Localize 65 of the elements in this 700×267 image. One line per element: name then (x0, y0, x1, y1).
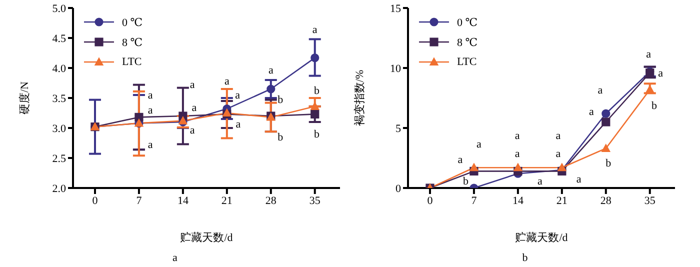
annotation: a (235, 89, 240, 102)
annotation: a (476, 138, 482, 151)
annotation: a (556, 148, 561, 160)
x-tick-label: 21 (221, 194, 232, 207)
annotation: a (268, 64, 274, 77)
annotation: a (556, 130, 561, 142)
y-tick-label: 2.0 (52, 182, 66, 195)
legend-label: 0 ℃ (457, 16, 478, 28)
annotation: b (652, 100, 658, 112)
annotation: a (514, 130, 520, 142)
x-tick-label: 14 (512, 194, 524, 207)
annotation: a (148, 104, 153, 116)
annotation: b (463, 176, 470, 188)
legend-label: 0 ℃ (122, 16, 143, 28)
x-tick-label: 35 (309, 194, 321, 207)
text: a (172, 252, 178, 264)
legend-label: 8 ℃ (122, 36, 143, 48)
x-axis-title: 贮藏天数/d (180, 231, 234, 244)
annotation: a (537, 176, 542, 188)
x-tick-label: 7 (471, 194, 478, 207)
x-tick-label: 0 (427, 194, 434, 207)
x-tick-label: 7 (136, 194, 142, 207)
legend-label: 8 ℃ (457, 36, 478, 48)
y-tick-label: 3.0 (52, 122, 66, 135)
x-tick-label: 35 (644, 194, 656, 207)
y-tick-label: 4.0 (52, 62, 66, 75)
annotation: a (514, 148, 520, 160)
x-tick-label: 28 (265, 194, 277, 207)
text: b (521, 252, 529, 264)
legend-label: LTC (122, 56, 142, 68)
annotation: a (598, 84, 603, 97)
y-tick-label: 15 (390, 2, 402, 15)
annotation: b (278, 94, 284, 106)
y-tick-label: 0 (396, 182, 402, 195)
annotation: b (314, 85, 320, 98)
x-tick-label: 21 (556, 194, 568, 207)
annotation: b (278, 131, 284, 144)
annotation: a (192, 102, 197, 114)
annotation: b (606, 158, 612, 170)
annotation: a (148, 89, 153, 102)
legend-label: LTC (457, 56, 477, 68)
x-tick-label: 14 (177, 194, 189, 207)
y-tick-label: 10 (390, 62, 402, 75)
y-tick-label: 3.5 (52, 92, 66, 105)
annotation: a (148, 139, 153, 152)
y-axis-title: 褐变指数/% (352, 70, 366, 126)
y-tick-label: 4.5 (52, 32, 66, 45)
annotation: a (312, 24, 318, 36)
annotation: a (190, 79, 195, 92)
annotation: a (458, 154, 463, 166)
x-axis-title: 贮藏天数/d (515, 231, 568, 244)
annotation: a (190, 124, 195, 137)
y-tick-label: 5.0 (52, 2, 66, 15)
y-axis-title: 硬度/N (18, 81, 31, 114)
annotation: b (314, 128, 320, 140)
x-tick-label: 0 (92, 194, 98, 207)
y-tick-label: 2.5 (52, 152, 66, 165)
y-tick-label: 5 (396, 122, 402, 135)
annotation: a (224, 76, 230, 88)
annotation: a (576, 173, 582, 186)
x-tick-label: 28 (600, 194, 612, 207)
annotation: a (646, 48, 652, 61)
annotation: a (589, 106, 594, 118)
annotation: a (658, 68, 664, 80)
annotation: a (236, 118, 241, 131)
